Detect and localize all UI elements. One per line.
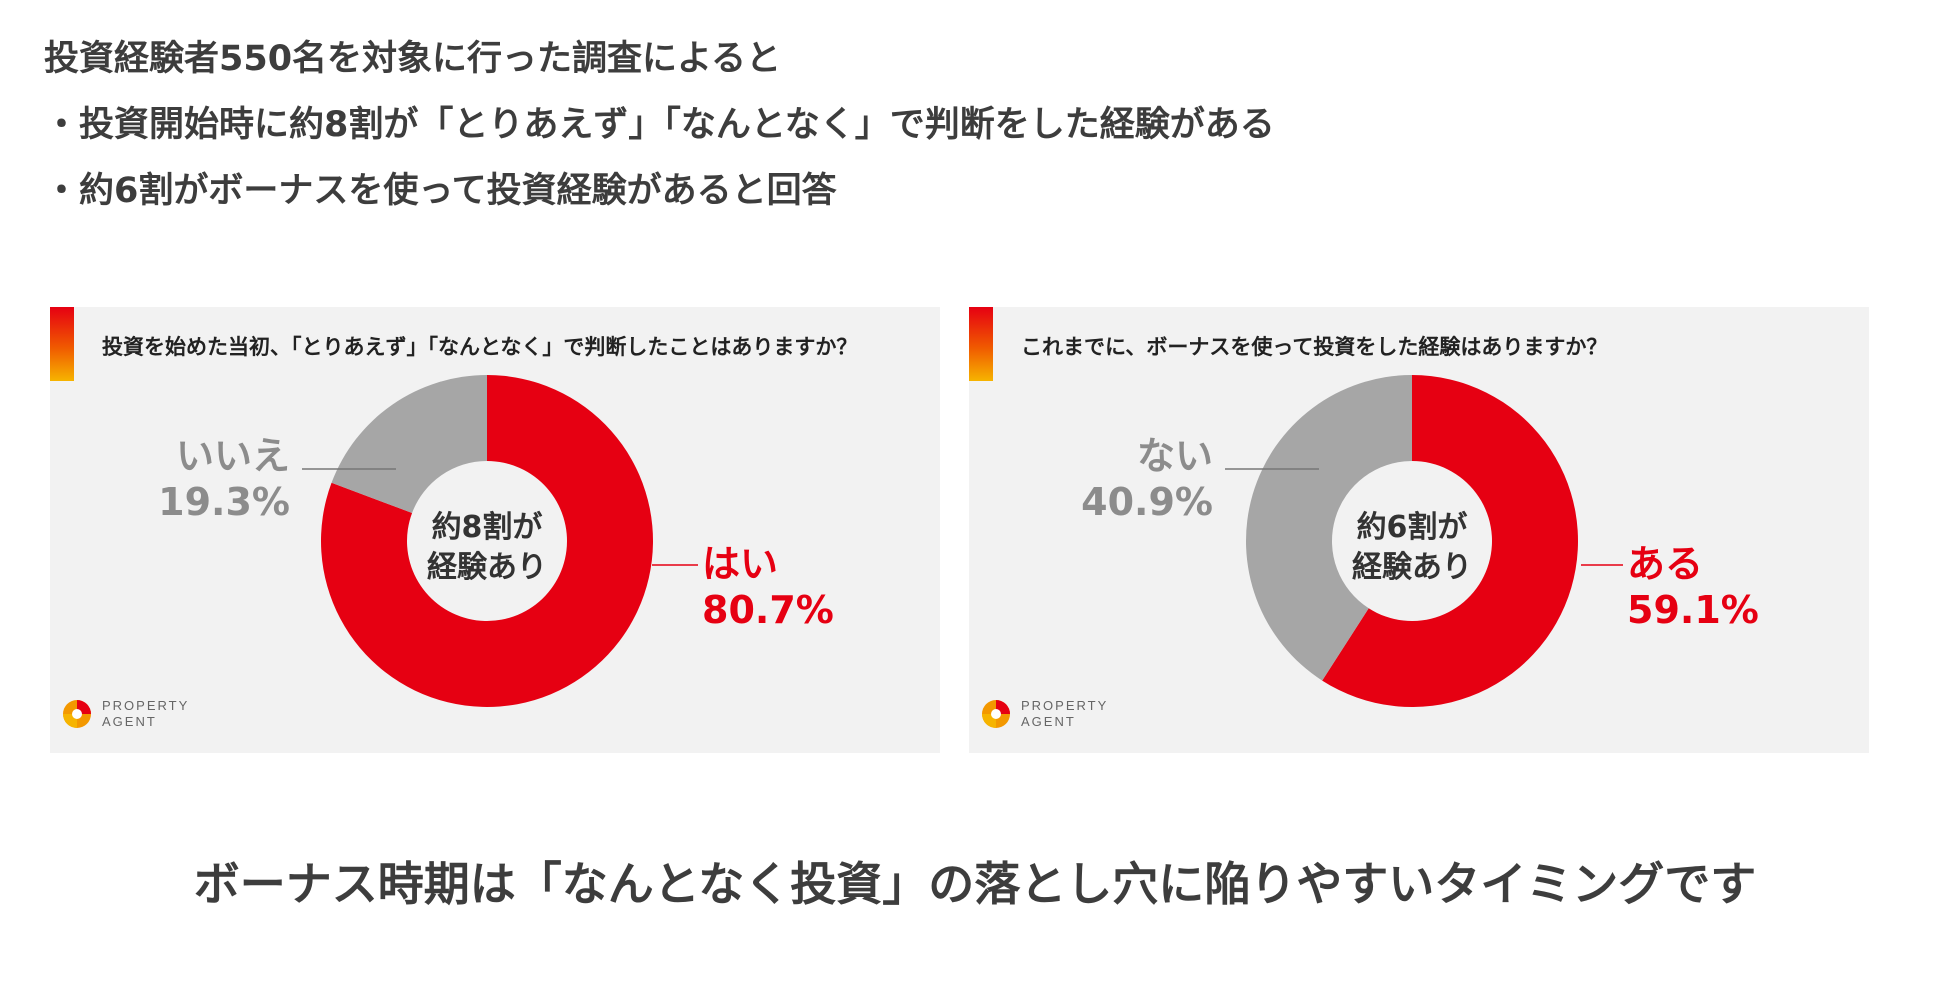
- center-label-line-2: 経験あり: [427, 550, 547, 585]
- pie-slice-main: [1322, 375, 1578, 707]
- center-label-line-1: 約6割が: [1357, 510, 1468, 545]
- pie-slice-main: [321, 375, 653, 707]
- slice-value-label-other: 40.9%: [1081, 480, 1213, 524]
- slice-label-main: ある: [1627, 542, 1703, 586]
- property-agent-logo-icon: [63, 700, 91, 728]
- pie-slice-other: [1246, 375, 1412, 681]
- center-label-line-1: 約8割が: [432, 510, 543, 545]
- intro-line-1: 投資経験者550名を対象に行った調査によると: [44, 39, 782, 79]
- title-accent-bar: [50, 307, 74, 381]
- slice-label-other: いいえ: [176, 434, 290, 478]
- slice-value-label-main: 80.7%: [702, 588, 834, 632]
- headline: ボーナス時期は「なんとなく投資」の落とし穴に陥りやすいタイミングです: [193, 857, 1757, 911]
- chart-title: 投資を始めた当初、「とりあえず」「なんとなく」で判断したことはありますか？: [102, 335, 858, 359]
- logo-text-line-1: PROPERTY: [102, 698, 190, 713]
- pie-slice-other: [331, 375, 487, 513]
- center-label-line-2: 経験あり: [1352, 550, 1472, 585]
- logo-text-line-2: AGENT: [102, 714, 157, 729]
- title-accent-bar: [969, 307, 993, 381]
- chart-title: これまでに、ボーナスを使って投資をした経験はありますか？: [1021, 335, 1608, 359]
- slice-value-label-main: 59.1%: [1627, 588, 1759, 632]
- logo-text-line-2: AGENT: [1021, 714, 1076, 729]
- intro-line-2: ・投資開始時に約8割が「とりあえず」「なんとなく」で判断をした経験がある: [44, 105, 1275, 145]
- property-agent-logo-icon: [982, 700, 1010, 728]
- slice-label-other: ない: [1137, 434, 1213, 478]
- logo-text-line-1: PROPERTY: [1021, 698, 1109, 713]
- slice-value-label-other: 19.3%: [158, 480, 290, 524]
- chart-panel-start-judgement: 投資を始めた当初、「とりあえず」「なんとなく」で判断したことはありますか？ 約8…: [50, 307, 940, 753]
- property-agent-logo: PROPERTY AGENT: [981, 693, 1181, 737]
- property-agent-logo: PROPERTY AGENT: [62, 693, 262, 737]
- intro-text: 投資経験者550名を対象に行った調査によると ・投資開始時に約8割が「とりあえず…: [44, 26, 1275, 224]
- intro-line-3: ・約6割がボーナスを使って投資経験があると回答: [44, 171, 837, 211]
- chart-panel-bonus-investment: これまでに、ボーナスを使って投資をした経験はありますか？ 約6割が経験あり ある 5…: [969, 307, 1869, 753]
- slice-label-main: はい: [702, 542, 778, 586]
